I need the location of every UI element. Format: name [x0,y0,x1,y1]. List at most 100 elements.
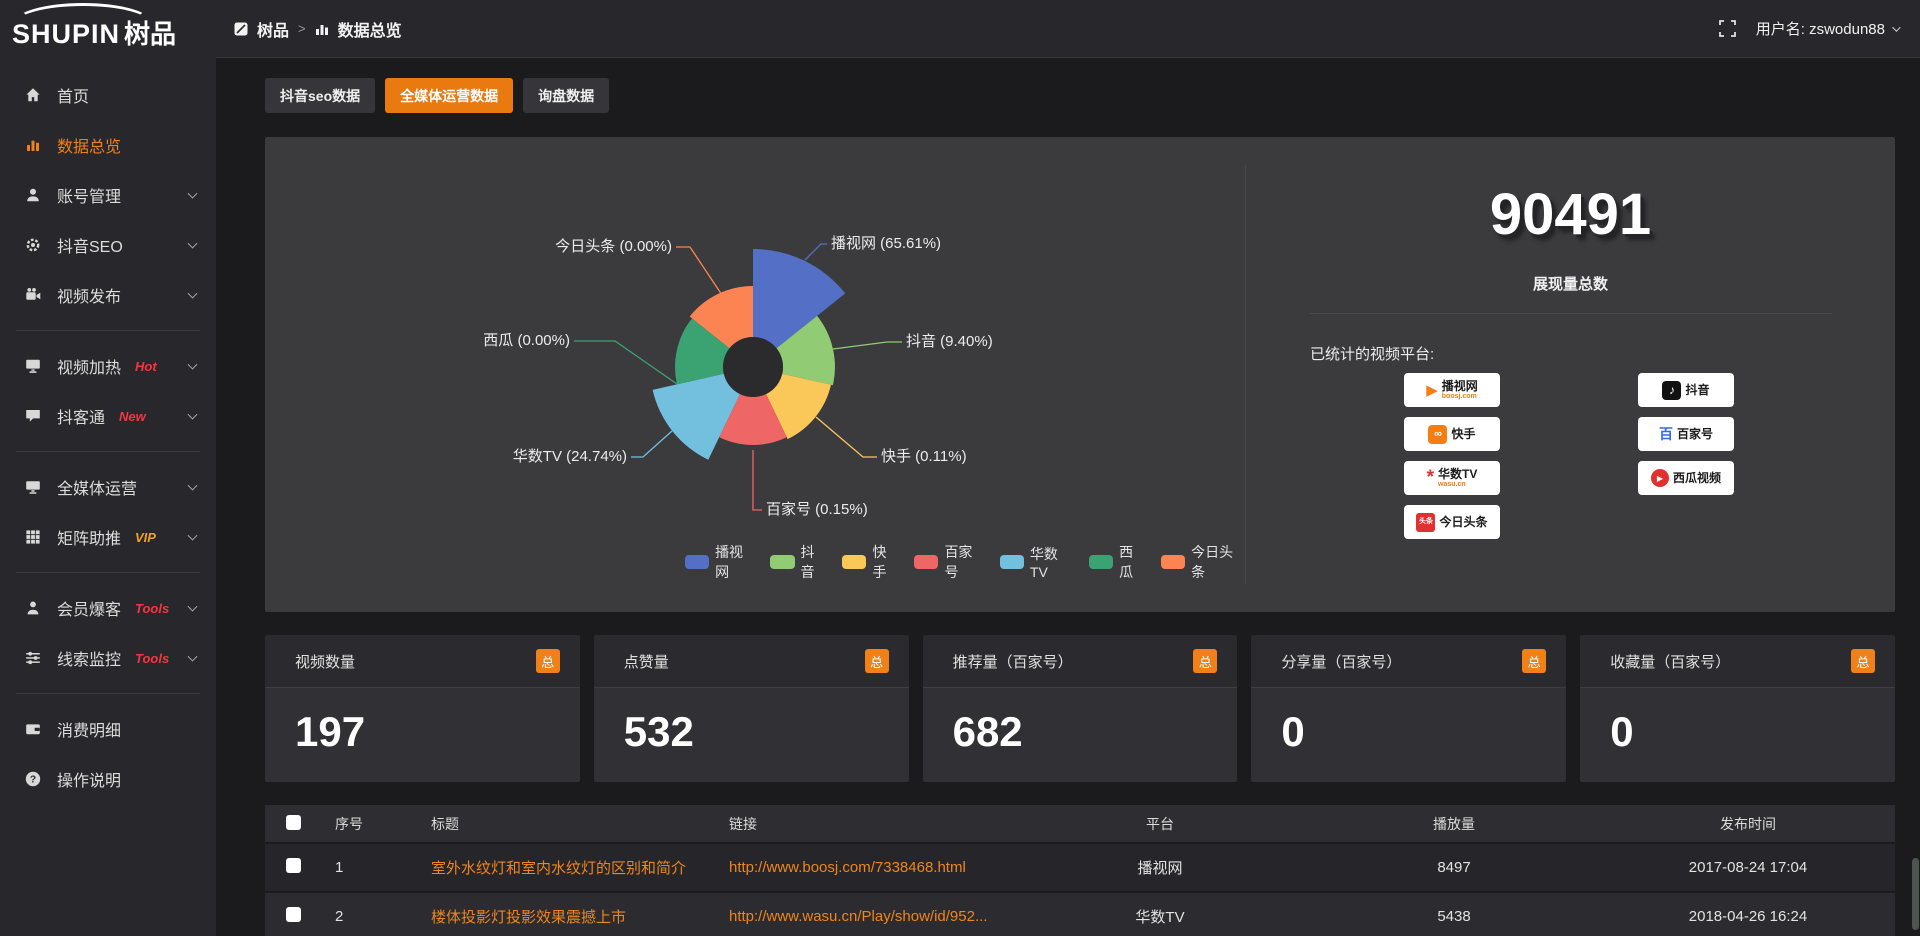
legend-item-2[interactable]: 快手 [842,542,899,582]
breadcrumb-current: 数据总览 [337,22,402,40]
column-header-1: 标题 [417,805,715,842]
select-all-checkbox[interactable] [285,814,301,830]
legend-label: 百家号 [944,544,973,580]
pie-slice-1[interactable]: 抖音 (9.40%) [776,315,835,386]
pie-slice-6[interactable]: 今日头条 (0.00%) [689,286,753,349]
sidebar-item-matrix-boost[interactable]: 矩阵助推 VIP [0,512,216,562]
pie-leader-line-2 [815,416,877,458]
pie-leader-line-4 [631,430,673,458]
legend-item-1[interactable]: 抖音 [770,542,827,582]
legend-swatch [999,555,1024,569]
toutiao-icon: 头条 [1416,512,1436,532]
wallet-icon [26,724,40,735]
sidebar-item-data-overview[interactable]: 数据总览 [0,120,216,170]
pie-slice-4[interactable]: 华数TV (24.74%) [652,373,740,460]
stat-card-0: 视频数量 总 197 [265,635,580,782]
video-table-wrap: 序号 标题 链接 平台 播放量 发布时间 1 室外水纹灯和室内水纹灯的区别和简介 http://… [265,803,1895,936]
legend-swatch [685,555,710,569]
sidebar-item-label: 账号管理 [57,189,122,206]
total-badge: 总 [864,649,889,673]
legend-item-4[interactable]: 华数TV [999,544,1074,580]
sidebar-item-member-baoke[interactable]: 会员爆客 Tools [0,583,216,633]
sidebar-item-label: 全媒体运营 [57,481,138,498]
chart-bars-icon [27,140,39,151]
tab-douyin-seo-data[interactable]: 抖音seo数据 [265,78,376,113]
cell-url-link[interactable]: http://www.boosj.com/7338468.html [715,844,1013,891]
stat-card-header: 收藏量（百家号） 总 [1580,635,1895,688]
pie-slice-5[interactable]: 西瓜 (0.00%) [675,318,730,385]
stat-cards-row: 视频数量总 197 点赞量总 532 推荐量（百家号）总 682 分享量（百家号）总 0 收藏量… [265,635,1895,782]
sidebar: SHUPIN 树品 首页 数据总览账号管理抖音SEO 视频发布视频加热 Hot 抖客通 Ne… [0,0,216,936]
sidebar-item-tag: New [119,408,146,424]
total-badge: 总 [1193,649,1218,673]
legend-item-0[interactable]: 播视网 [685,542,755,582]
kuaishou-icon: ∞ [1428,424,1448,444]
impressions-total: 90491 [1489,182,1652,247]
platforms-title: 已统计的视频平台: [1310,346,1435,363]
stat-card-value: 682 [952,708,1023,755]
sidebar-item-label: 抖客通 [57,410,106,427]
stat-card-header: 视频数量 总 [265,635,580,688]
pie-slice-label-0: 播视网 (65.61%) [831,235,941,252]
legend-item-6[interactable]: 今日头条 [1161,542,1245,582]
row-checkbox[interactable] [285,907,301,922]
platform-name: 今日头条 [1439,514,1488,529]
sidebar-item-account-management[interactable]: 账号管理 [0,170,216,220]
sidebar-item-consumption-detail[interactable]: 消费明细 [0,704,216,754]
scrollbar-thumb[interactable] [1912,858,1919,930]
column-header-4: 播放量 [1307,805,1601,842]
pie-slice-label-6: 今日头条 (0.00%) [555,238,672,255]
pie-leader-line-6 [676,246,723,296]
sidebar-item-clue-monitor[interactable]: 线索监控 Tools [0,633,216,683]
legend-item-5[interactable]: 西瓜 [1089,542,1146,582]
sidebar-item-home[interactable]: 首页 [0,70,216,120]
platform-name: 抖音 [1685,382,1710,397]
legend-label: 播视网 [715,544,744,580]
app-logo[interactable]: SHUPIN 树品 [0,0,216,58]
data-tabs: 抖音seo数据 全媒体运营数据 询盘数据 [265,78,610,113]
sidebar-item-operation-guide[interactable]: ? 操作说明 [0,754,216,804]
tab-inquiry-data[interactable]: 询盘数据 [523,78,610,113]
sidebar-item-label: 操作说明 [57,773,122,790]
sidebar-group-divider [16,451,200,452]
home-icon [26,88,40,102]
sidebar-item-video-publish[interactable]: 视频发布 [0,270,216,320]
pie-slice-label-4: 华数TV (24.74%) [513,448,627,465]
pie-slice-3[interactable]: 百家号 (0.15%) [719,394,787,446]
platform-badge-2: ∞ 快手 [1404,417,1500,451]
user-menu[interactable]: 用户名: zswodun88 [1756,18,1901,39]
legend-item-3[interactable]: 百家号 [914,542,984,582]
stat-card-value: 532 [623,708,694,755]
column-header-5: 发布时间 [1601,805,1895,842]
sidebar-group-divider [16,330,200,331]
chevron-down-icon [187,288,198,299]
video-camera-icon [26,288,41,300]
tab-media-operation-data[interactable]: 全媒体运营数据 [385,78,514,113]
sidebar-item-media-operation[interactable]: 全媒体运营 [0,462,216,512]
stat-card-label: 收藏量（百家号） [1610,653,1731,671]
pie-slice-0[interactable]: 播视网 (65.61%) [753,248,846,349]
sidebar-item-tag: VIP [135,529,156,545]
breadcrumb-root[interactable]: 树品 [257,22,290,40]
stat-card-label: 分享量（百家号） [1281,653,1402,671]
fullscreen-icon[interactable] [1718,20,1736,37]
sidebar-item-label: 线索监控 [57,652,122,669]
sidebar-item-label: 会员爆客 [57,602,122,619]
sidebar-item-video-heating[interactable]: 视频加热 Hot [0,341,216,391]
cell-url-link[interactable]: http://www.wasu.cn/Play/show/id/952... [715,893,1013,936]
sidebar-item-douyin-seo[interactable]: 抖音SEO [0,220,216,270]
sidebar-item-douketong[interactable]: 抖客通 New [0,391,216,441]
cell-title-link[interactable]: 室外水纹灯和室内水纹灯的区别和简介 [417,844,715,891]
cell-title-link[interactable]: 楼体投影灯投影效果震撼上市 [417,893,715,936]
row-checkbox[interactable] [285,858,301,873]
legend-label: 抖音 [800,544,815,580]
chevron-down-icon [187,601,198,612]
stat-card-value: 0 [1281,708,1305,755]
pie-leader-line-5 [574,340,678,385]
platform-name: 播视网 [1441,379,1478,394]
pie-slice-2[interactable]: 快手 (0.11%) [766,373,831,440]
topbar-right: 用户名: zswodun88 [1718,18,1901,39]
stat-card-1: 点赞量 总 532 [593,635,909,782]
monitor-play-icon [26,359,40,373]
